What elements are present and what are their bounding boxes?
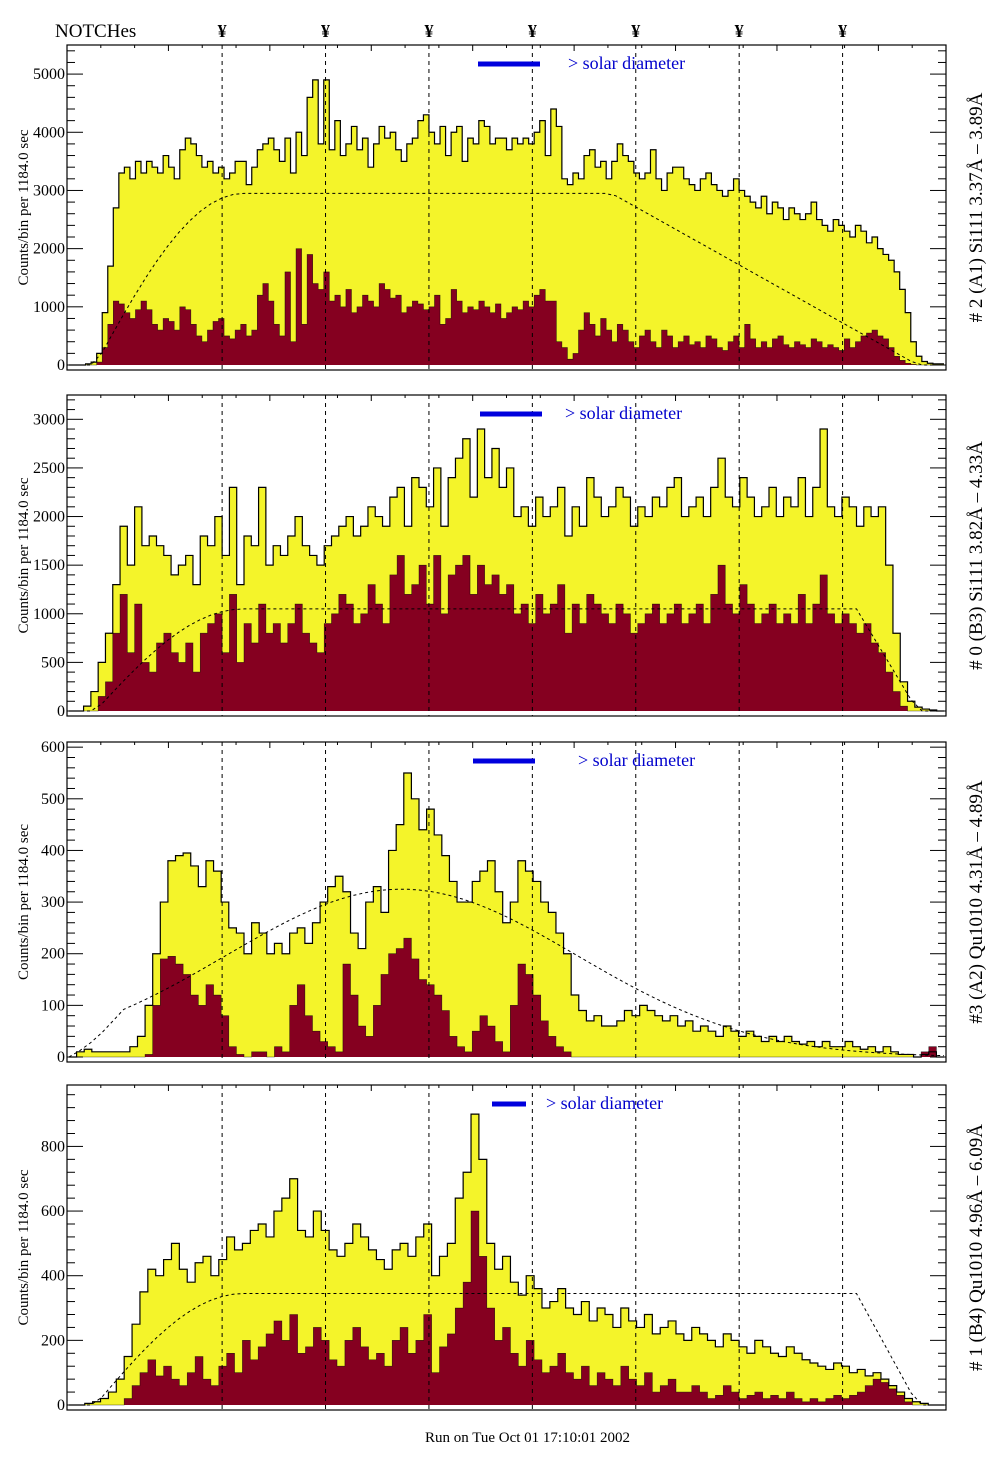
filtered-counts-outline [69,555,944,712]
panel-title: # 2 (A1) Si111 3.37Å – 3.89Å [966,92,987,322]
filtered-counts-outline [69,937,944,1058]
y-axis-label: Counts/bin per 1184.0 sec [16,824,32,980]
y-tick-label: 600 [41,1203,65,1220]
notch-marker: ¥ [218,21,227,41]
notch-marks: ¥ ¥ ¥ ¥ ¥ ¥ ¥ [218,21,847,41]
panel-title: # 0 (B3) Si111 3.82Å – 4.33Å [966,441,987,670]
filtered-counts-area [69,1211,944,1405]
run-timestamp: Run on Tue Oct 01 17:10:01 2002 [425,1430,630,1446]
y-tick-label: 600 [41,739,65,756]
y-tick-label: 3000 [33,411,65,428]
y-tick-label: 2500 [33,460,65,477]
notch-marker: ¥ [838,21,847,41]
filtered-counts-outline [69,1210,944,1406]
y-axis-label: Counts/bin per 1184.0 sec [16,477,32,633]
model-curve [69,1292,944,1406]
notch-marker: ¥ [321,21,330,41]
panel-title: # 1 (B4) Qu1010 4.96Å – 6.09Å [966,1124,987,1371]
panel-a1-si111: 0 1000 2000 3000 4000 5000 Counts/bin per 1184… [16,44,987,374]
y-axis-label: Counts/bin per 1184.0 sec [16,1169,32,1325]
total-counts-outline [69,79,944,366]
y-tick-label: 0 [57,357,65,374]
legend-label: > solar diameter [546,1093,663,1113]
filtered-counts-outline [69,248,944,366]
y-tick-label: 1000 [33,606,65,623]
y-axis-label: Counts/bin per 1184.0 sec [16,129,32,285]
total-counts-outline [69,772,944,1058]
notches-label: NOTCHes [55,21,136,42]
notch-marker: ¥ [631,21,640,41]
y-tick-label: 500 [41,654,65,671]
model-curve [68,888,945,1058]
total-counts-outline [69,1113,944,1406]
y-tick-label: 800 [41,1138,65,1155]
notch-marker: ¥ [735,21,744,41]
y-tick-label: 0 [57,1049,65,1066]
y-tick-label: 400 [41,842,65,859]
model-curve [69,608,944,712]
panel-title: #3 (A2) Qu1010 4.31Å – 4.89Å [966,780,987,1024]
legend-label: > solar diameter [568,53,685,73]
y-tick-label: 0 [57,703,65,720]
y-tick-label: 3000 [33,182,65,199]
total-counts-outline [69,428,944,712]
y-tick-label: 300 [41,894,65,911]
filtered-counts-area [69,938,944,1057]
y-tick-label: 200 [41,946,65,963]
y-tick-label: 1500 [33,557,65,574]
y-tick-label: 100 [41,997,65,1014]
y-tick-label: 200 [41,1332,65,1349]
y-tick-label: 2000 [33,241,65,258]
panel-b3-si111: 0 500 1000 1500 2000 2500 3000 Counts/bin per 1… [16,394,987,720]
notch-marker: ¥ [424,21,433,41]
y-tick-label: 2000 [33,509,65,526]
y-tick-label: 1000 [33,299,65,316]
legend-label: > solar diameter [565,403,682,423]
total-counts-area [69,772,944,1057]
notch-marker: ¥ [528,21,537,41]
y-tick-label: 0 [57,1397,65,1414]
total-counts-area [69,1114,944,1405]
y-tick-label: 5000 [33,66,65,83]
panel-a2-qu1010: 0 100 200 300 400 500 600 Counts/bin per 1184.0… [16,739,987,1066]
filtered-counts-area [69,248,944,365]
legend-label: > solar diameter [578,750,695,770]
y-tick-label: 500 [41,791,65,808]
y-tick-label: 400 [41,1268,65,1285]
model-curve [69,192,944,366]
panel-b4-qu1010: 0 200 400 600 800 Counts/bin per 1184.0 sec # … [16,1084,987,1414]
y-tick-label: 4000 [33,124,65,141]
